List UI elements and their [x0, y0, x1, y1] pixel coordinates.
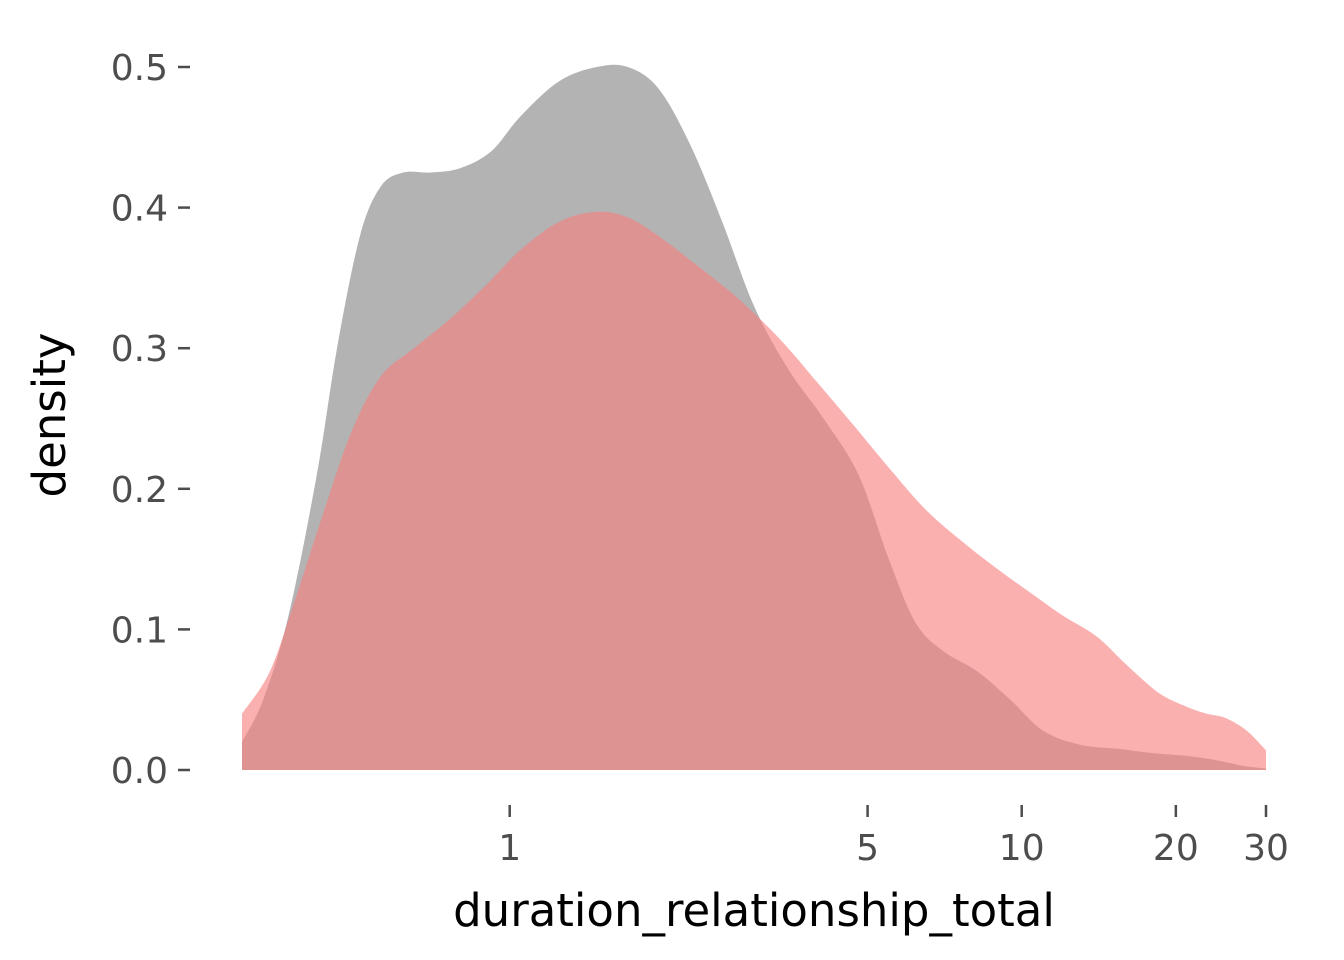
y-tick-label: 0.4 [111, 189, 168, 230]
x-axis: 1 5 10 20 30 [498, 805, 1289, 869]
y-tick-label: 0.2 [111, 470, 168, 511]
x-tick-label: 10 [999, 828, 1045, 869]
y-tick-label: 0.1 [111, 610, 168, 651]
x-tick-label: 30 [1243, 828, 1289, 869]
y-tick-label: 0.0 [111, 751, 168, 792]
density-area-series-2 [242, 211, 1266, 770]
y-axis-title: density [23, 333, 76, 498]
x-tick-label: 20 [1153, 828, 1199, 869]
density-areas [242, 64, 1266, 771]
x-tick-label: 1 [498, 828, 521, 869]
x-tick-label: 5 [856, 828, 879, 869]
y-tick-label: 0.3 [111, 329, 168, 370]
y-tick-label: 0.5 [111, 48, 168, 89]
y-axis: 0.0 0.1 0.2 0.3 0.4 0.5 [111, 48, 190, 792]
x-axis-title: duration_relationship_total [453, 884, 1055, 937]
